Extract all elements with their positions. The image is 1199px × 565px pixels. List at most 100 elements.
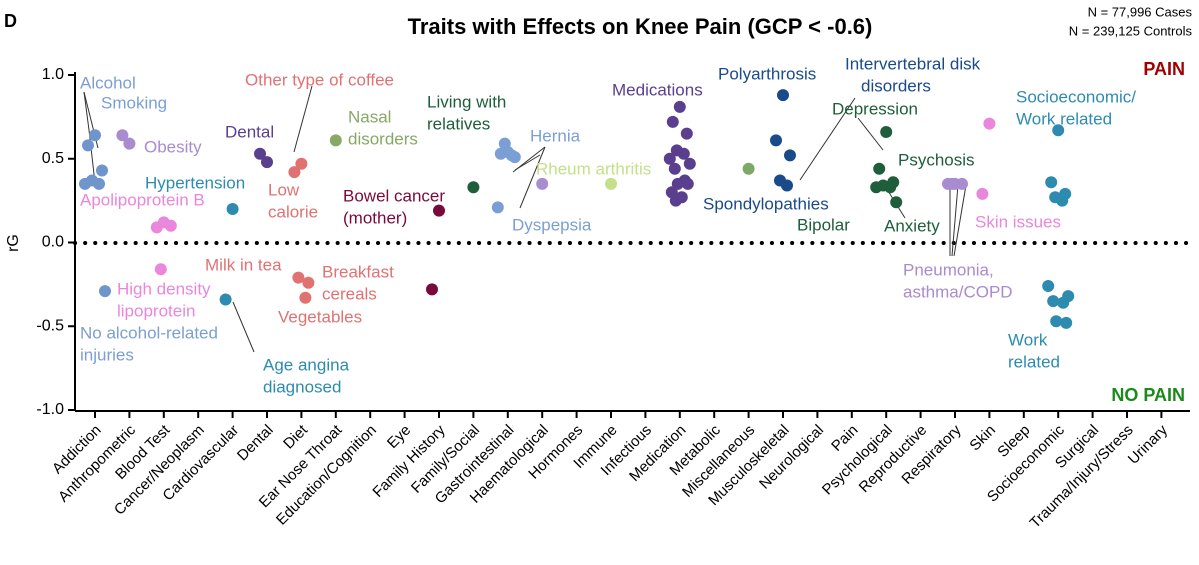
annotation: Bowel cancer	[343, 186, 445, 205]
annotation: asthma/COPD	[903, 282, 1013, 301]
annotation: Other type of coffee	[245, 70, 394, 89]
annotation: Hypertension	[145, 173, 245, 192]
point	[884, 181, 897, 194]
annotation: Alcohol	[80, 73, 136, 92]
annotation: Medications	[612, 80, 703, 99]
point	[1060, 316, 1073, 329]
point	[666, 115, 679, 128]
point	[983, 117, 996, 130]
annotation: High density	[117, 279, 211, 298]
annotation: cereals	[322, 284, 377, 303]
point	[784, 149, 796, 162]
y-tick-label: 1.0	[42, 66, 64, 83]
point	[292, 271, 305, 284]
point	[426, 283, 438, 296]
point	[1050, 315, 1063, 328]
point	[1052, 124, 1065, 137]
no-pain-label: NO PAIN	[1111, 385, 1185, 405]
note: N = 77,996 Cases	[1088, 4, 1193, 19]
annotation: Apolipoprotein B	[80, 190, 205, 209]
annotation: Obesity	[144, 137, 202, 156]
annotation: Intervertebral disk	[845, 54, 981, 73]
annotation: Psychosis	[898, 150, 975, 169]
point	[671, 177, 684, 190]
point	[288, 166, 301, 179]
y-axis-label: rG	[5, 234, 22, 252]
annotation: Living with	[427, 92, 506, 111]
point	[299, 291, 312, 304]
point	[873, 162, 886, 175]
annotation: Pneumonia,	[903, 260, 994, 279]
annotation: Polyarthrosis	[718, 64, 816, 83]
point	[663, 152, 676, 165]
point	[219, 293, 232, 306]
point	[302, 276, 315, 289]
point	[116, 129, 129, 142]
point	[295, 157, 308, 170]
point	[99, 285, 111, 298]
annotation: Vegetables	[278, 307, 362, 326]
point	[433, 204, 445, 217]
point	[680, 127, 693, 140]
point	[536, 177, 549, 190]
annotation: disorders	[861, 76, 931, 95]
point	[96, 164, 108, 177]
point	[164, 219, 177, 232]
annotation: Bipolar	[797, 215, 850, 234]
annotation: Dyspepsia	[512, 215, 592, 234]
annotation: Rheum arthritis	[536, 159, 651, 178]
annotation: Socioeconomic/	[1016, 87, 1136, 106]
point	[669, 194, 682, 207]
y-tick-label: -0.5	[36, 317, 64, 334]
point	[946, 177, 958, 190]
point	[89, 129, 101, 142]
y-tick-label: -1.0	[36, 401, 64, 418]
annotation: lipoprotein	[117, 301, 195, 320]
point	[1047, 295, 1060, 308]
point	[976, 187, 989, 200]
annotation: calorie	[268, 202, 318, 221]
annotation: Age angina	[263, 355, 350, 374]
y-tick-label: 0.5	[42, 150, 64, 167]
point	[491, 201, 504, 214]
point	[605, 177, 617, 190]
annotation: Hernia	[530, 126, 581, 145]
point	[1056, 194, 1069, 207]
point	[254, 147, 266, 160]
annotation: related	[1008, 352, 1060, 371]
annotation: No alcohol-related	[80, 323, 218, 342]
annotation: relatives	[427, 114, 490, 133]
annotation: diagnosed	[263, 377, 341, 396]
annotation: (mother)	[343, 208, 407, 227]
point	[890, 196, 903, 209]
point	[154, 263, 167, 276]
point	[329, 134, 342, 147]
point	[505, 149, 518, 162]
point	[683, 157, 696, 170]
annotation: Low	[268, 180, 300, 199]
point	[880, 125, 893, 138]
point	[1045, 176, 1058, 189]
point	[82, 139, 94, 152]
point	[677, 147, 690, 160]
point	[777, 89, 789, 102]
point	[494, 147, 507, 160]
point	[226, 203, 239, 215]
annotation: Skin issues	[975, 212, 1061, 231]
annotation: Work related	[1016, 109, 1112, 128]
note: N = 239,125 Controls	[1069, 23, 1193, 38]
point	[79, 177, 91, 190]
point	[673, 100, 686, 113]
annotation: Anxiety	[884, 216, 940, 235]
point	[668, 162, 681, 175]
point	[1057, 296, 1070, 309]
point	[956, 177, 968, 190]
annotation: Dental	[225, 122, 274, 141]
annotation: Nasal	[348, 107, 391, 126]
annotation: Milk in tea	[205, 255, 282, 274]
point	[1042, 280, 1055, 293]
y-tick-label: 0.0	[42, 234, 64, 251]
annotation: injuries	[80, 345, 134, 364]
point	[742, 162, 755, 175]
